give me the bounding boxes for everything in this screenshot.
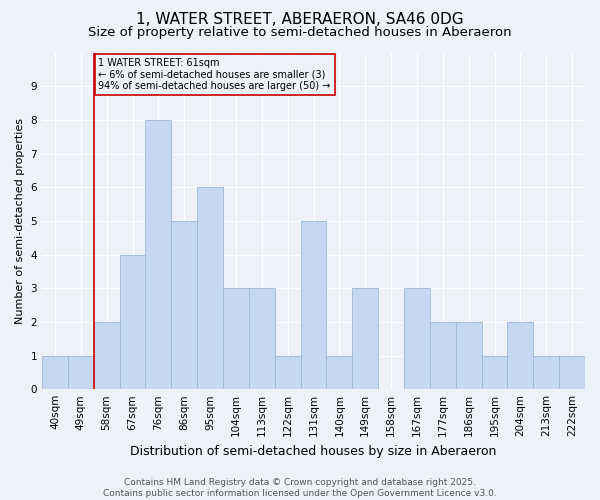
Bar	[508, 322, 533, 389]
Bar	[352, 288, 378, 389]
Bar	[42, 356, 68, 389]
Bar	[249, 288, 275, 389]
X-axis label: Distribution of semi-detached houses by size in Aberaeron: Distribution of semi-detached houses by …	[130, 444, 497, 458]
Bar	[197, 187, 223, 389]
Bar	[275, 356, 301, 389]
Text: 1 WATER STREET: 61sqm
← 6% of semi-detached houses are smaller (3)
94% of semi-d: 1 WATER STREET: 61sqm ← 6% of semi-detac…	[98, 58, 331, 91]
Bar	[404, 288, 430, 389]
Text: Size of property relative to semi-detached houses in Aberaeron: Size of property relative to semi-detach…	[88, 26, 512, 39]
Bar	[301, 221, 326, 389]
Bar	[559, 356, 585, 389]
Bar	[119, 254, 145, 389]
Bar	[533, 356, 559, 389]
Bar	[223, 288, 249, 389]
Bar	[456, 322, 482, 389]
Bar	[68, 356, 94, 389]
Bar	[145, 120, 172, 389]
Bar	[326, 356, 352, 389]
Text: Contains HM Land Registry data © Crown copyright and database right 2025.
Contai: Contains HM Land Registry data © Crown c…	[103, 478, 497, 498]
Text: 1, WATER STREET, ABERAERON, SA46 0DG: 1, WATER STREET, ABERAERON, SA46 0DG	[136, 12, 464, 28]
Bar	[172, 221, 197, 389]
Bar	[94, 322, 119, 389]
Y-axis label: Number of semi-detached properties: Number of semi-detached properties	[15, 118, 25, 324]
Bar	[430, 322, 456, 389]
Bar	[482, 356, 508, 389]
